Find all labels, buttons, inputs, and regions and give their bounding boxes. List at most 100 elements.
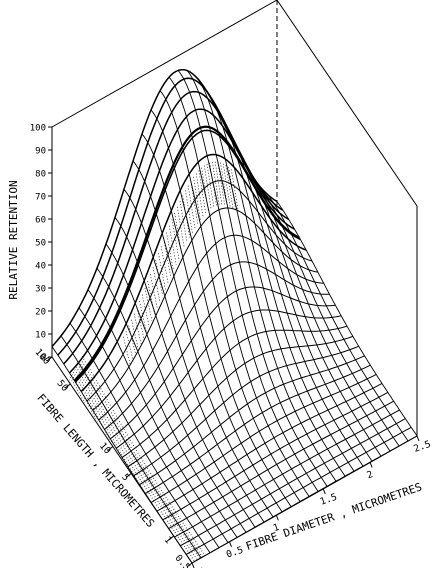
mesh-line-diameter — [276, 201, 418, 437]
hatch-line — [177, 206, 185, 248]
mesh-line-diameter — [213, 103, 355, 472]
hatch-line — [135, 470, 150, 479]
hatch-line — [99, 409, 114, 427]
mesh-line-length — [156, 383, 383, 512]
right-top-edge — [276, 0, 418, 207]
mesh-line-diameter — [123, 189, 265, 523]
hatch-line — [217, 161, 226, 206]
hatch-line — [96, 404, 111, 422]
hatch-line — [114, 434, 128, 447]
diameter-tick-label: 1 — [272, 522, 281, 534]
hatch-line — [93, 398, 108, 417]
hatch-line — [138, 475, 153, 484]
hatch-line — [125, 331, 134, 360]
hatch-line — [190, 552, 205, 559]
length-tick-label: 5 — [119, 472, 131, 484]
hatch-line — [112, 431, 127, 445]
hatch-line — [123, 336, 131, 365]
hatch-line — [170, 522, 184, 530]
hatch-line — [173, 527, 187, 534]
hatch-line — [159, 506, 173, 514]
hatch-line — [110, 429, 125, 443]
mesh-line-length — [127, 335, 353, 468]
hatch-line — [145, 485, 159, 493]
hatch-line — [142, 480, 156, 489]
mesh-line-length — [92, 207, 318, 411]
surface-ridge-line — [73, 125, 300, 382]
mesh-line-length — [150, 373, 377, 503]
mesh-line-diameter — [195, 76, 337, 482]
z-axis-ticks: 0 10 20 30 40 50 60 70 80 90 100 — [30, 124, 52, 364]
z-tick-label: 40 — [35, 262, 46, 272]
hatch-line — [163, 239, 172, 277]
length-tick-mark — [65, 383, 71, 389]
hatch-line — [146, 487, 161, 495]
hatch-line — [185, 190, 193, 233]
mesh-line-length — [80, 153, 307, 393]
hatch-line — [168, 225, 177, 265]
z-tick-label: 80 — [35, 170, 46, 180]
z-tick-label: 100 — [30, 124, 46, 134]
hatch-line — [131, 319, 139, 350]
z-tick-label: 90 — [35, 147, 46, 157]
hatch-line — [168, 520, 183, 527]
hatch-line — [166, 518, 181, 525]
hatch-line — [214, 161, 223, 206]
hatch-line — [177, 534, 192, 541]
hatch-line — [191, 555, 206, 562]
z-axis-label: RELATIVE RETENTION — [7, 180, 20, 299]
hatch-line — [106, 420, 121, 436]
hatch-line — [141, 294, 150, 327]
hatch-line — [187, 548, 201, 555]
mesh-line-length — [86, 180, 313, 402]
mesh-line-diameter — [87, 289, 229, 543]
mesh-line-diameter — [159, 90, 301, 502]
mesh-line-length — [168, 400, 394, 529]
diameter-tick-label: 1.5 — [319, 492, 339, 508]
diameter-tick-label: 0.5 — [225, 545, 245, 561]
surface-mesh — [51, 68, 418, 564]
length-tick-mark — [168, 535, 174, 541]
hatch-line — [162, 511, 177, 518]
hatch-line — [95, 401, 110, 420]
z-tick-label: 60 — [35, 216, 46, 226]
hatch-line — [149, 492, 164, 500]
mesh-line-length — [191, 435, 418, 564]
hatch-line — [165, 515, 180, 523]
length-tick-label: 0.5 — [172, 553, 192, 568]
hatch-line — [143, 482, 158, 491]
hatch-line — [179, 536, 194, 543]
hatch-line — [190, 180, 199, 225]
hatch-line — [171, 525, 186, 532]
hatch-line — [136, 307, 145, 339]
mesh-line-diameter — [177, 70, 319, 492]
mesh-line-diameter — [204, 88, 346, 477]
hatch-line — [193, 176, 201, 221]
diameter-tick-label: 2.5 — [412, 439, 432, 455]
diameter-tick-label: 2 — [365, 469, 374, 481]
length-tick-mark — [186, 562, 193, 568]
hatch-line — [152, 496, 167, 505]
length-axis-label: FIBRE LENGTH , MICROMETRES — [34, 391, 157, 529]
mesh-line-diameter — [105, 243, 247, 533]
mesh-line-diameter — [69, 322, 211, 554]
hatch-line — [179, 200, 188, 243]
mesh-line-length — [180, 418, 406, 547]
hatch-line — [154, 499, 169, 507]
z-tick-label: 70 — [35, 193, 46, 203]
hatch-line — [160, 508, 175, 516]
diameter-tick-mark — [191, 562, 195, 568]
hatch-line — [222, 163, 231, 207]
mesh-line-length — [185, 426, 412, 555]
hatch-line — [187, 185, 196, 229]
hatch-line — [152, 267, 161, 303]
mesh-line-length — [121, 325, 348, 458]
hatch-line — [182, 541, 197, 548]
hatch-line — [231, 169, 239, 212]
hatch-line — [139, 300, 147, 333]
length-tick-mark — [107, 446, 114, 451]
mesh-line-diameter — [132, 160, 274, 518]
hatch-line — [82, 379, 97, 401]
